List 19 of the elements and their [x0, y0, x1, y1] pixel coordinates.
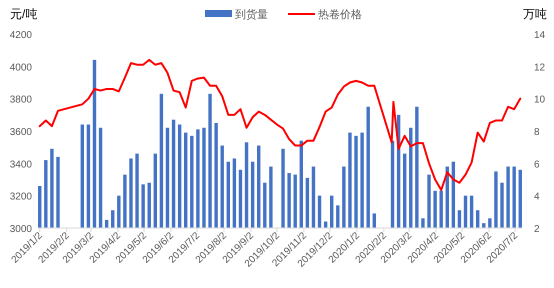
y2-tick-label: 10	[534, 94, 546, 106]
legend-label: 热卷价格	[318, 9, 362, 21]
y-axis-title: 元/吨	[10, 7, 38, 21]
y2-tick-label: 8	[534, 127, 540, 138]
y-tick-label: 4200	[10, 30, 32, 41]
y-tick-label: 3200	[10, 192, 32, 203]
y-tick-label: 4000	[10, 62, 32, 74]
y-tick-label: 3800	[10, 94, 32, 106]
y2-axis-title: 万吨	[523, 7, 547, 21]
y2-tick-label: 6	[534, 159, 540, 170]
y-tick-label: 3600	[10, 127, 32, 138]
y2-tick-label: 2	[534, 224, 540, 235]
line-series	[38, 58, 522, 192]
y2-tick-label: 4	[534, 192, 540, 203]
y-tick-label: 3400	[10, 159, 32, 170]
y2-tick-label: 14	[534, 30, 546, 41]
legend-label: 到货量	[235, 9, 268, 21]
y-tick-label: 3000	[10, 224, 32, 235]
y2-tick-label: 12	[534, 62, 546, 74]
